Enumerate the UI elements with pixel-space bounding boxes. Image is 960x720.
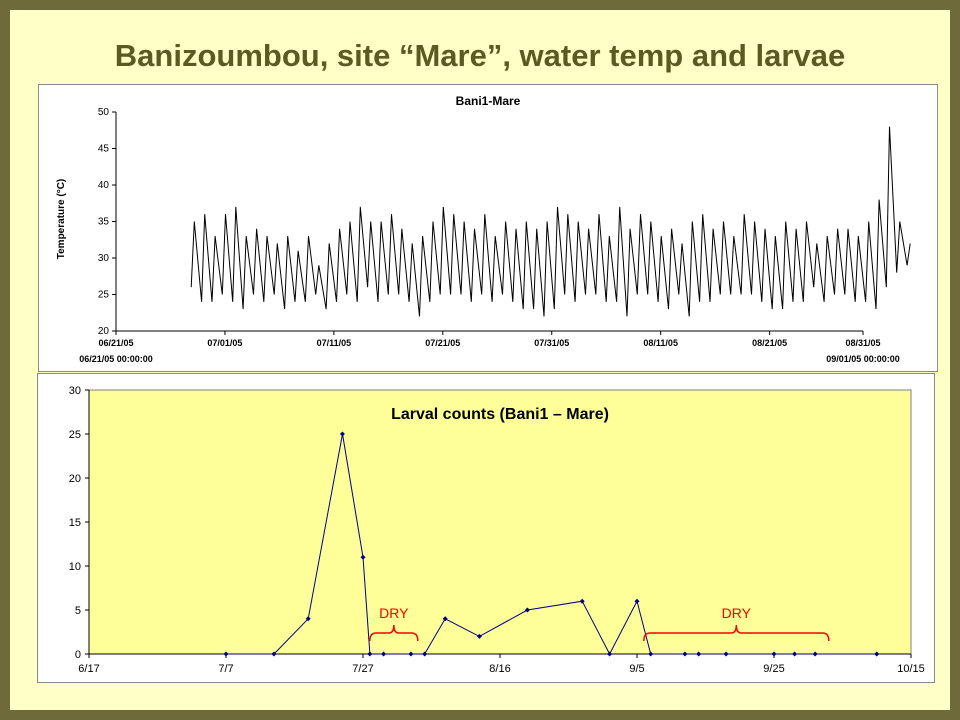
- larval-data-point: [874, 651, 880, 657]
- larval-y-tick-label: 25: [69, 429, 81, 441]
- larval-y-tick-label: 0: [75, 649, 81, 661]
- temperature-x-tick-label: 08/31/05: [845, 338, 880, 348]
- larval-data-point: [648, 651, 654, 657]
- temperature-y-tick-label: 35: [98, 217, 110, 228]
- larval-chart: Larval counts (Bani1 – Mare) 0 5 10 15 20 25 3…: [69, 385, 925, 675]
- temperature-x-tick-label: 07/11/05: [317, 338, 352, 348]
- larval-y-tick-label: 10: [69, 561, 81, 573]
- larval-chart-title: Larval counts (Bani1 – Mare): [391, 406, 609, 423]
- temperature-x-tick-label: 07/01/05: [207, 338, 242, 348]
- temperature-chart: Bani1-Mare Temperature (°C) 06/21/05 00:…: [56, 94, 911, 364]
- larval-data-point: [422, 651, 428, 657]
- larval-plot-area: [88, 389, 912, 655]
- larval-data-point: [408, 651, 414, 657]
- temperature-x-tick-label: 08/11/05: [643, 338, 678, 348]
- larval-x-tick-label: 8/16: [489, 663, 510, 675]
- dry-bracket: [643, 624, 830, 642]
- larval-data-point: [223, 651, 229, 657]
- larval-data-point: [381, 651, 387, 657]
- larval-data-point: [367, 651, 373, 657]
- larval-y-tick-label: 30: [69, 385, 81, 397]
- larval-data-point: [607, 651, 613, 657]
- larval-x-tick-label: 9/25: [763, 663, 784, 675]
- slide-title: Banizoumbou, site “Mare”, water temp and…: [114, 38, 846, 73]
- larval-data-point: [634, 598, 640, 604]
- larval-data-point: [339, 431, 345, 437]
- temperature-y-tick-label: 50: [98, 107, 110, 118]
- temperature-y-tick-label: 25: [98, 290, 110, 301]
- larval-x-tick-label: 7/7: [218, 663, 233, 675]
- temperature-y-axis-label: Temperature (°C): [56, 179, 67, 260]
- larval-data-point: [792, 651, 798, 657]
- larval-x-tick-label: 9/5: [629, 663, 644, 675]
- larval-x-tick-label: 6/17: [78, 663, 99, 675]
- larval-data-point: [476, 633, 482, 639]
- temperature-x-tick-label: 06/21/05: [98, 338, 133, 348]
- larval-data-point: [271, 651, 277, 657]
- temperature-x-tick-label: 08/21/05: [752, 338, 787, 348]
- x-end-label: 09/01/05 00:00:00: [826, 354, 900, 364]
- larval-y-tick-label: 15: [69, 517, 81, 529]
- larval-data-point: [771, 651, 777, 657]
- temperature-y-tick-label: 40: [98, 180, 110, 191]
- temperature-x-tick-label: 07/21/05: [425, 338, 460, 348]
- larval-data-point: [442, 616, 448, 622]
- temperature-x-tick-label: 07/31/05: [534, 338, 569, 348]
- temperature-y-tick-label: 45: [98, 144, 110, 155]
- temperature-chart-title: Bani1-Mare: [456, 94, 521, 108]
- temperature-chart-panel: Bani1-Mare Temperature (°C) 06/21/05 00:…: [38, 84, 938, 372]
- larval-data-point: [360, 554, 366, 560]
- x-start-label: 06/21/05 00:00:00: [79, 354, 153, 364]
- temperature-y-tick-label: 30: [98, 253, 110, 264]
- larval-data-point: [696, 651, 702, 657]
- larval-x-tick-label: 10/15: [897, 663, 925, 675]
- larval-x-tick-label: 7/27: [352, 663, 373, 675]
- larval-data-point: [524, 607, 530, 613]
- dry-label: DRY: [722, 605, 752, 621]
- dry-label: DRY: [379, 605, 409, 621]
- temperature-y-tick-label: 20: [98, 326, 110, 337]
- larval-chart-panel: Larval counts (Bani1 – Mare) 0 5 10 15 20 25 3…: [37, 373, 935, 683]
- dry-bracket: [369, 624, 419, 642]
- temperature-series-line: [190, 126, 911, 317]
- larval-data-point: [812, 651, 818, 657]
- larval-y-tick-label: 5: [75, 605, 81, 617]
- larval-data-point: [579, 598, 585, 604]
- larval-data-point: [723, 651, 729, 657]
- larval-data-point: [305, 616, 311, 622]
- larval-data-point: [682, 651, 688, 657]
- larval-y-tick-label: 20: [69, 473, 81, 485]
